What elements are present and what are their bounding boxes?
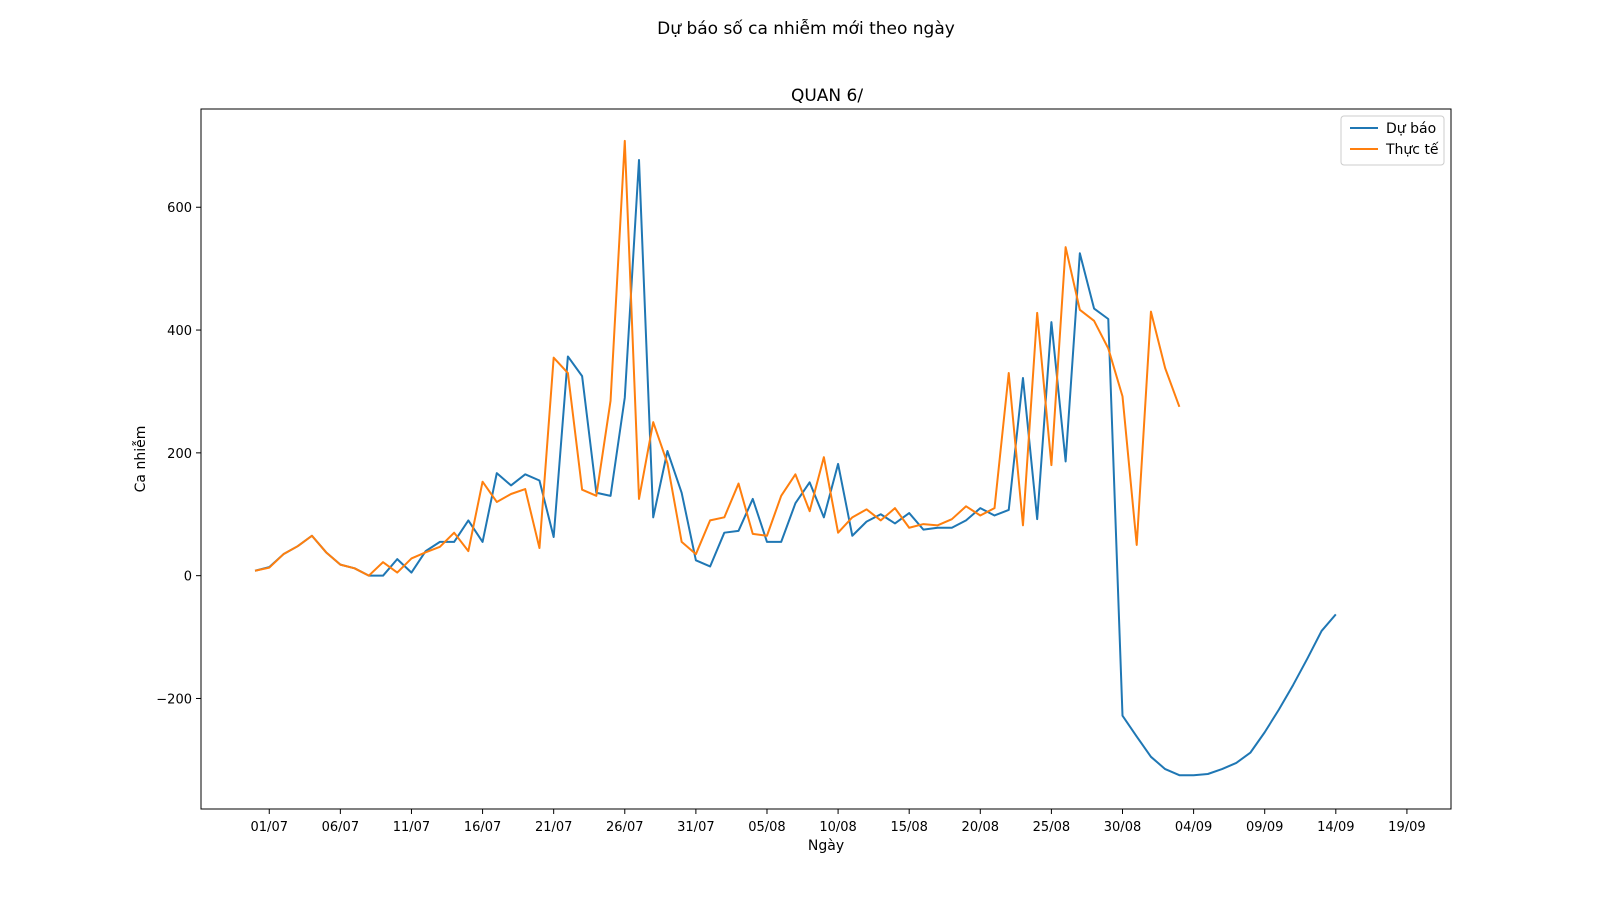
x-tick-label: 16/07 [464, 820, 501, 835]
x-tick-label: 26/07 [606, 820, 643, 835]
chart-suptitle: Dự báo số ca nhiễm mới theo ngày [657, 18, 955, 39]
legend: Dự báo Thực tế [1340, 115, 1445, 166]
x-tick-label: 11/07 [393, 820, 430, 835]
x-tick-label: 09/09 [1246, 820, 1283, 835]
y-axis-ticks: −200 0 200 400 600 [156, 201, 201, 707]
x-tick-label: 20/08 [962, 820, 999, 835]
x-tick-label: 05/08 [748, 820, 785, 835]
legend-label-actual: Thực tế [1385, 141, 1439, 158]
x-tick-label: 01/07 [251, 820, 288, 835]
y-tick-label: 600 [167, 201, 192, 216]
plot-frame [200, 108, 1452, 810]
x-tick-label: 25/08 [1033, 820, 1070, 835]
plot-area [200, 108, 1452, 810]
x-tick-label: 10/08 [819, 820, 856, 835]
x-tick-label: 15/08 [890, 820, 927, 835]
chart-title: QUAN 6/ [791, 86, 863, 106]
x-tick-label: 04/09 [1175, 820, 1212, 835]
x-axis-ticks: 01/07 06/07 11/07 16/07 21/07 26/07 31/07 05/08… [251, 809, 1426, 835]
y-tick-label: 0 [184, 570, 192, 585]
x-axis-label: Ngày [808, 838, 844, 854]
x-tick-label: 31/07 [677, 820, 714, 835]
x-tick-label: 19/09 [1388, 820, 1425, 835]
legend-label-forecast: Dự báo [1386, 121, 1436, 137]
plot-background [201, 109, 1451, 809]
x-tick-label: 21/07 [535, 820, 572, 835]
y-tick-label: −200 [156, 692, 192, 707]
y-tick-label: 400 [167, 324, 192, 339]
series-line-forecast [254, 158, 1337, 777]
y-axis-label: Ca nhiễm [132, 426, 149, 493]
x-tick-label: 14/09 [1317, 820, 1354, 835]
series-layer [254, 139, 1337, 777]
x-tick-label: 30/08 [1104, 820, 1141, 835]
x-tick-label: 06/07 [322, 820, 359, 835]
y-tick-label: 200 [167, 447, 192, 462]
series-line-actual [254, 139, 1181, 577]
